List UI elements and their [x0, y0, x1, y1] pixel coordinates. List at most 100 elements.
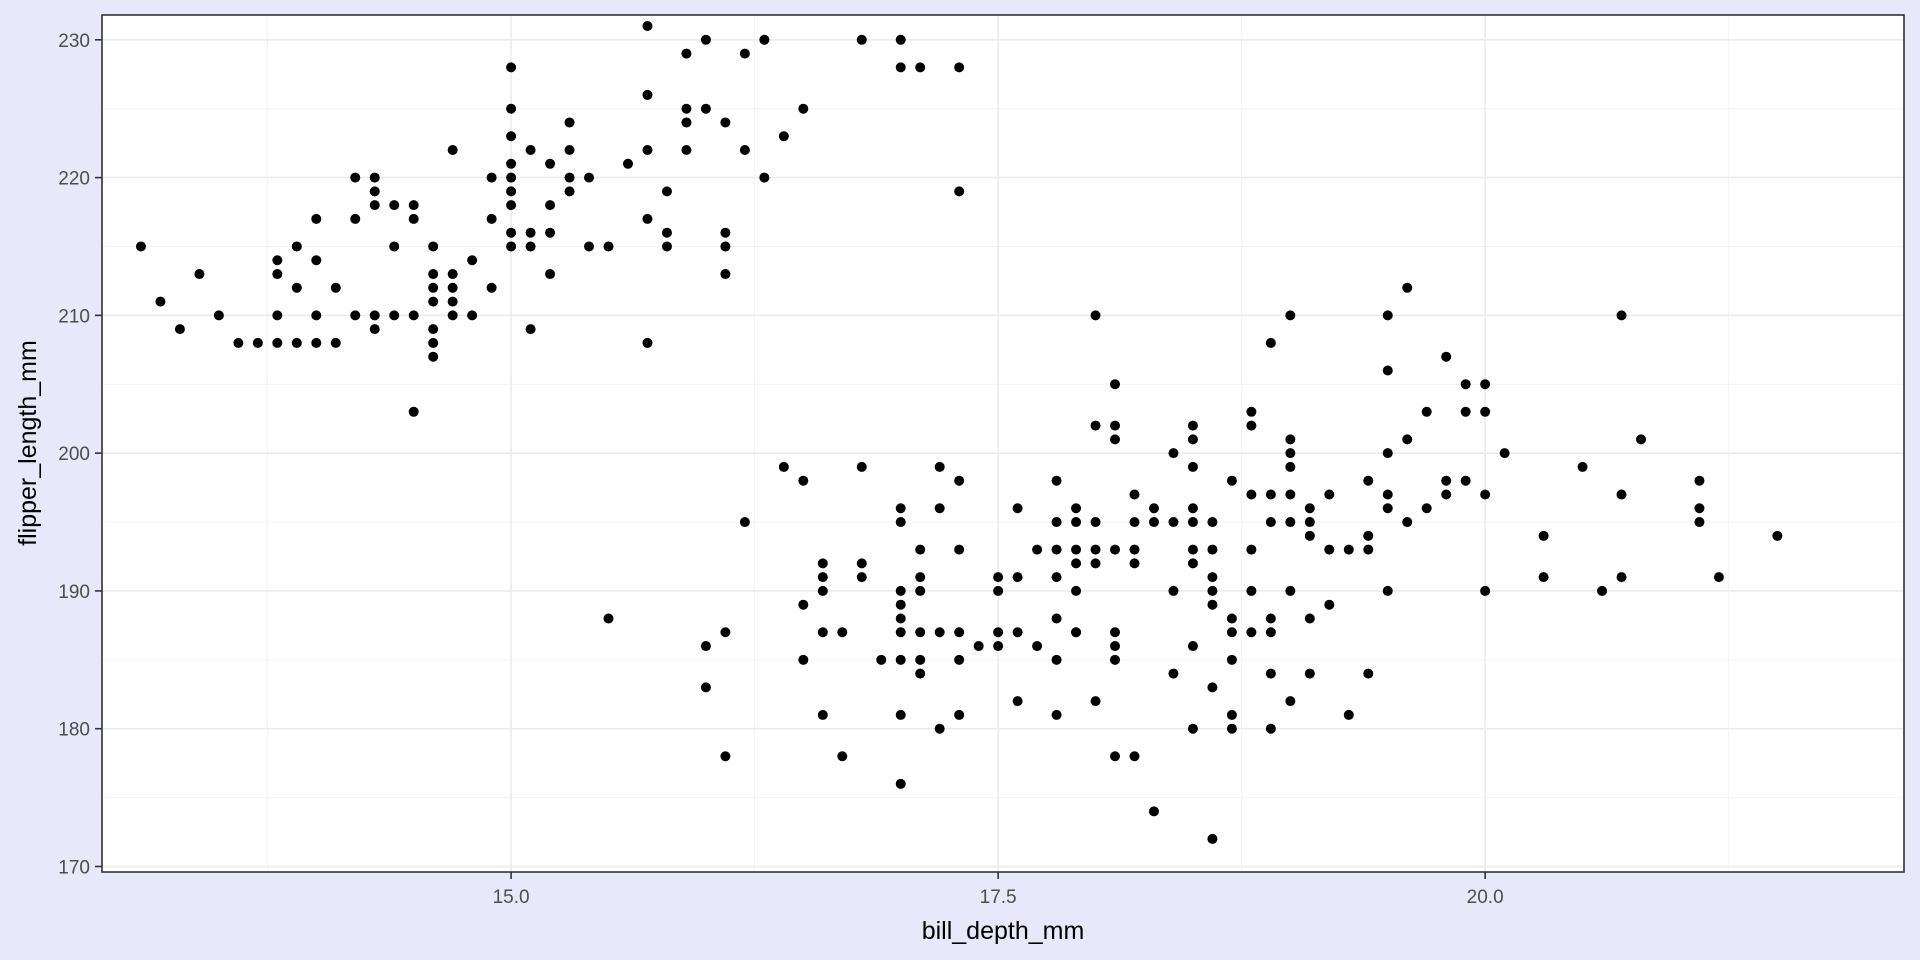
data-point — [1090, 310, 1101, 321]
data-point — [506, 158, 517, 169]
data-point — [506, 62, 517, 73]
data-point — [1636, 434, 1647, 445]
data-point — [954, 654, 965, 665]
data-point — [1285, 696, 1296, 707]
data-point — [1343, 544, 1354, 555]
data-point — [389, 310, 400, 321]
data-point — [915, 62, 926, 73]
data-point — [1110, 654, 1121, 665]
data-point — [1285, 517, 1296, 528]
data-point — [1616, 310, 1627, 321]
data-point — [1207, 585, 1218, 596]
data-point — [408, 406, 419, 417]
data-point — [1402, 282, 1413, 293]
x-axis-title: bill_depth_mm — [922, 917, 1085, 945]
data-point — [291, 337, 302, 348]
data-point — [720, 117, 731, 128]
data-point — [486, 282, 497, 293]
data-point — [428, 351, 439, 362]
data-point — [447, 296, 458, 307]
data-point — [1207, 833, 1218, 844]
data-point — [1207, 599, 1218, 610]
data-point — [330, 282, 341, 293]
data-point — [389, 241, 400, 252]
data-point — [311, 255, 322, 266]
data-point — [1460, 379, 1471, 390]
data-point — [525, 324, 536, 335]
data-point — [954, 627, 965, 638]
data-point — [1051, 517, 1062, 528]
data-point — [1012, 572, 1023, 583]
data-point — [915, 572, 926, 583]
data-point — [1012, 627, 1023, 638]
data-point — [1051, 544, 1062, 555]
data-point — [1148, 503, 1159, 514]
data-point — [369, 324, 380, 335]
data-point — [1226, 627, 1237, 638]
y-tick-label: 200 — [58, 444, 90, 465]
data-point — [1441, 351, 1452, 362]
data-point — [545, 269, 556, 280]
data-point — [408, 200, 419, 211]
data-point — [1285, 585, 1296, 596]
data-point — [350, 213, 361, 224]
data-point — [1071, 544, 1082, 555]
data-point — [545, 227, 556, 238]
data-point — [428, 282, 439, 293]
data-point — [934, 627, 945, 638]
data-point — [876, 654, 887, 665]
data-point — [1694, 475, 1705, 486]
data-point — [428, 296, 439, 307]
data-point — [1129, 489, 1140, 500]
data-point — [1246, 627, 1257, 638]
data-point — [1441, 489, 1452, 500]
data-point — [817, 709, 828, 720]
data-point — [915, 544, 926, 555]
data-point — [720, 627, 731, 638]
data-point — [155, 296, 166, 307]
x-axis-ticks: 15.0 17.5 20.0 — [493, 872, 1504, 908]
data-point — [1051, 572, 1062, 583]
data-point — [1616, 572, 1627, 583]
data-point — [895, 585, 906, 596]
data-point — [934, 503, 945, 514]
data-point — [1480, 585, 1491, 596]
y-tick-label: 190 — [58, 582, 90, 603]
data-point — [545, 158, 556, 169]
data-point — [1071, 517, 1082, 528]
data-point — [1207, 544, 1218, 555]
data-point — [1285, 461, 1296, 472]
data-point — [603, 613, 614, 624]
data-point — [895, 599, 906, 610]
data-point — [272, 310, 283, 321]
data-point — [934, 723, 945, 734]
data-point — [1226, 613, 1237, 624]
data-point — [700, 34, 711, 45]
data-point — [1071, 585, 1082, 596]
data-point — [1363, 475, 1374, 486]
data-point — [895, 627, 906, 638]
data-point — [1148, 517, 1159, 528]
data-point — [895, 517, 906, 528]
data-point — [954, 62, 965, 73]
data-point — [1382, 503, 1393, 514]
data-point — [895, 503, 906, 514]
data-point — [1032, 641, 1043, 652]
x-tick-label: 15.0 — [493, 887, 530, 908]
data-point — [1304, 668, 1315, 679]
x-tick-label: 20.0 — [1467, 887, 1504, 908]
data-point — [1616, 489, 1627, 500]
data-point — [1421, 503, 1432, 514]
data-point — [291, 241, 302, 252]
data-point — [681, 103, 692, 114]
data-point — [720, 751, 731, 762]
data-point — [1129, 517, 1140, 528]
data-point — [1304, 530, 1315, 541]
data-point — [895, 654, 906, 665]
data-point — [1207, 517, 1218, 528]
data-point — [1090, 558, 1101, 569]
data-point — [1363, 530, 1374, 541]
data-point — [1246, 420, 1257, 431]
data-point — [934, 461, 945, 472]
data-point — [1480, 489, 1491, 500]
